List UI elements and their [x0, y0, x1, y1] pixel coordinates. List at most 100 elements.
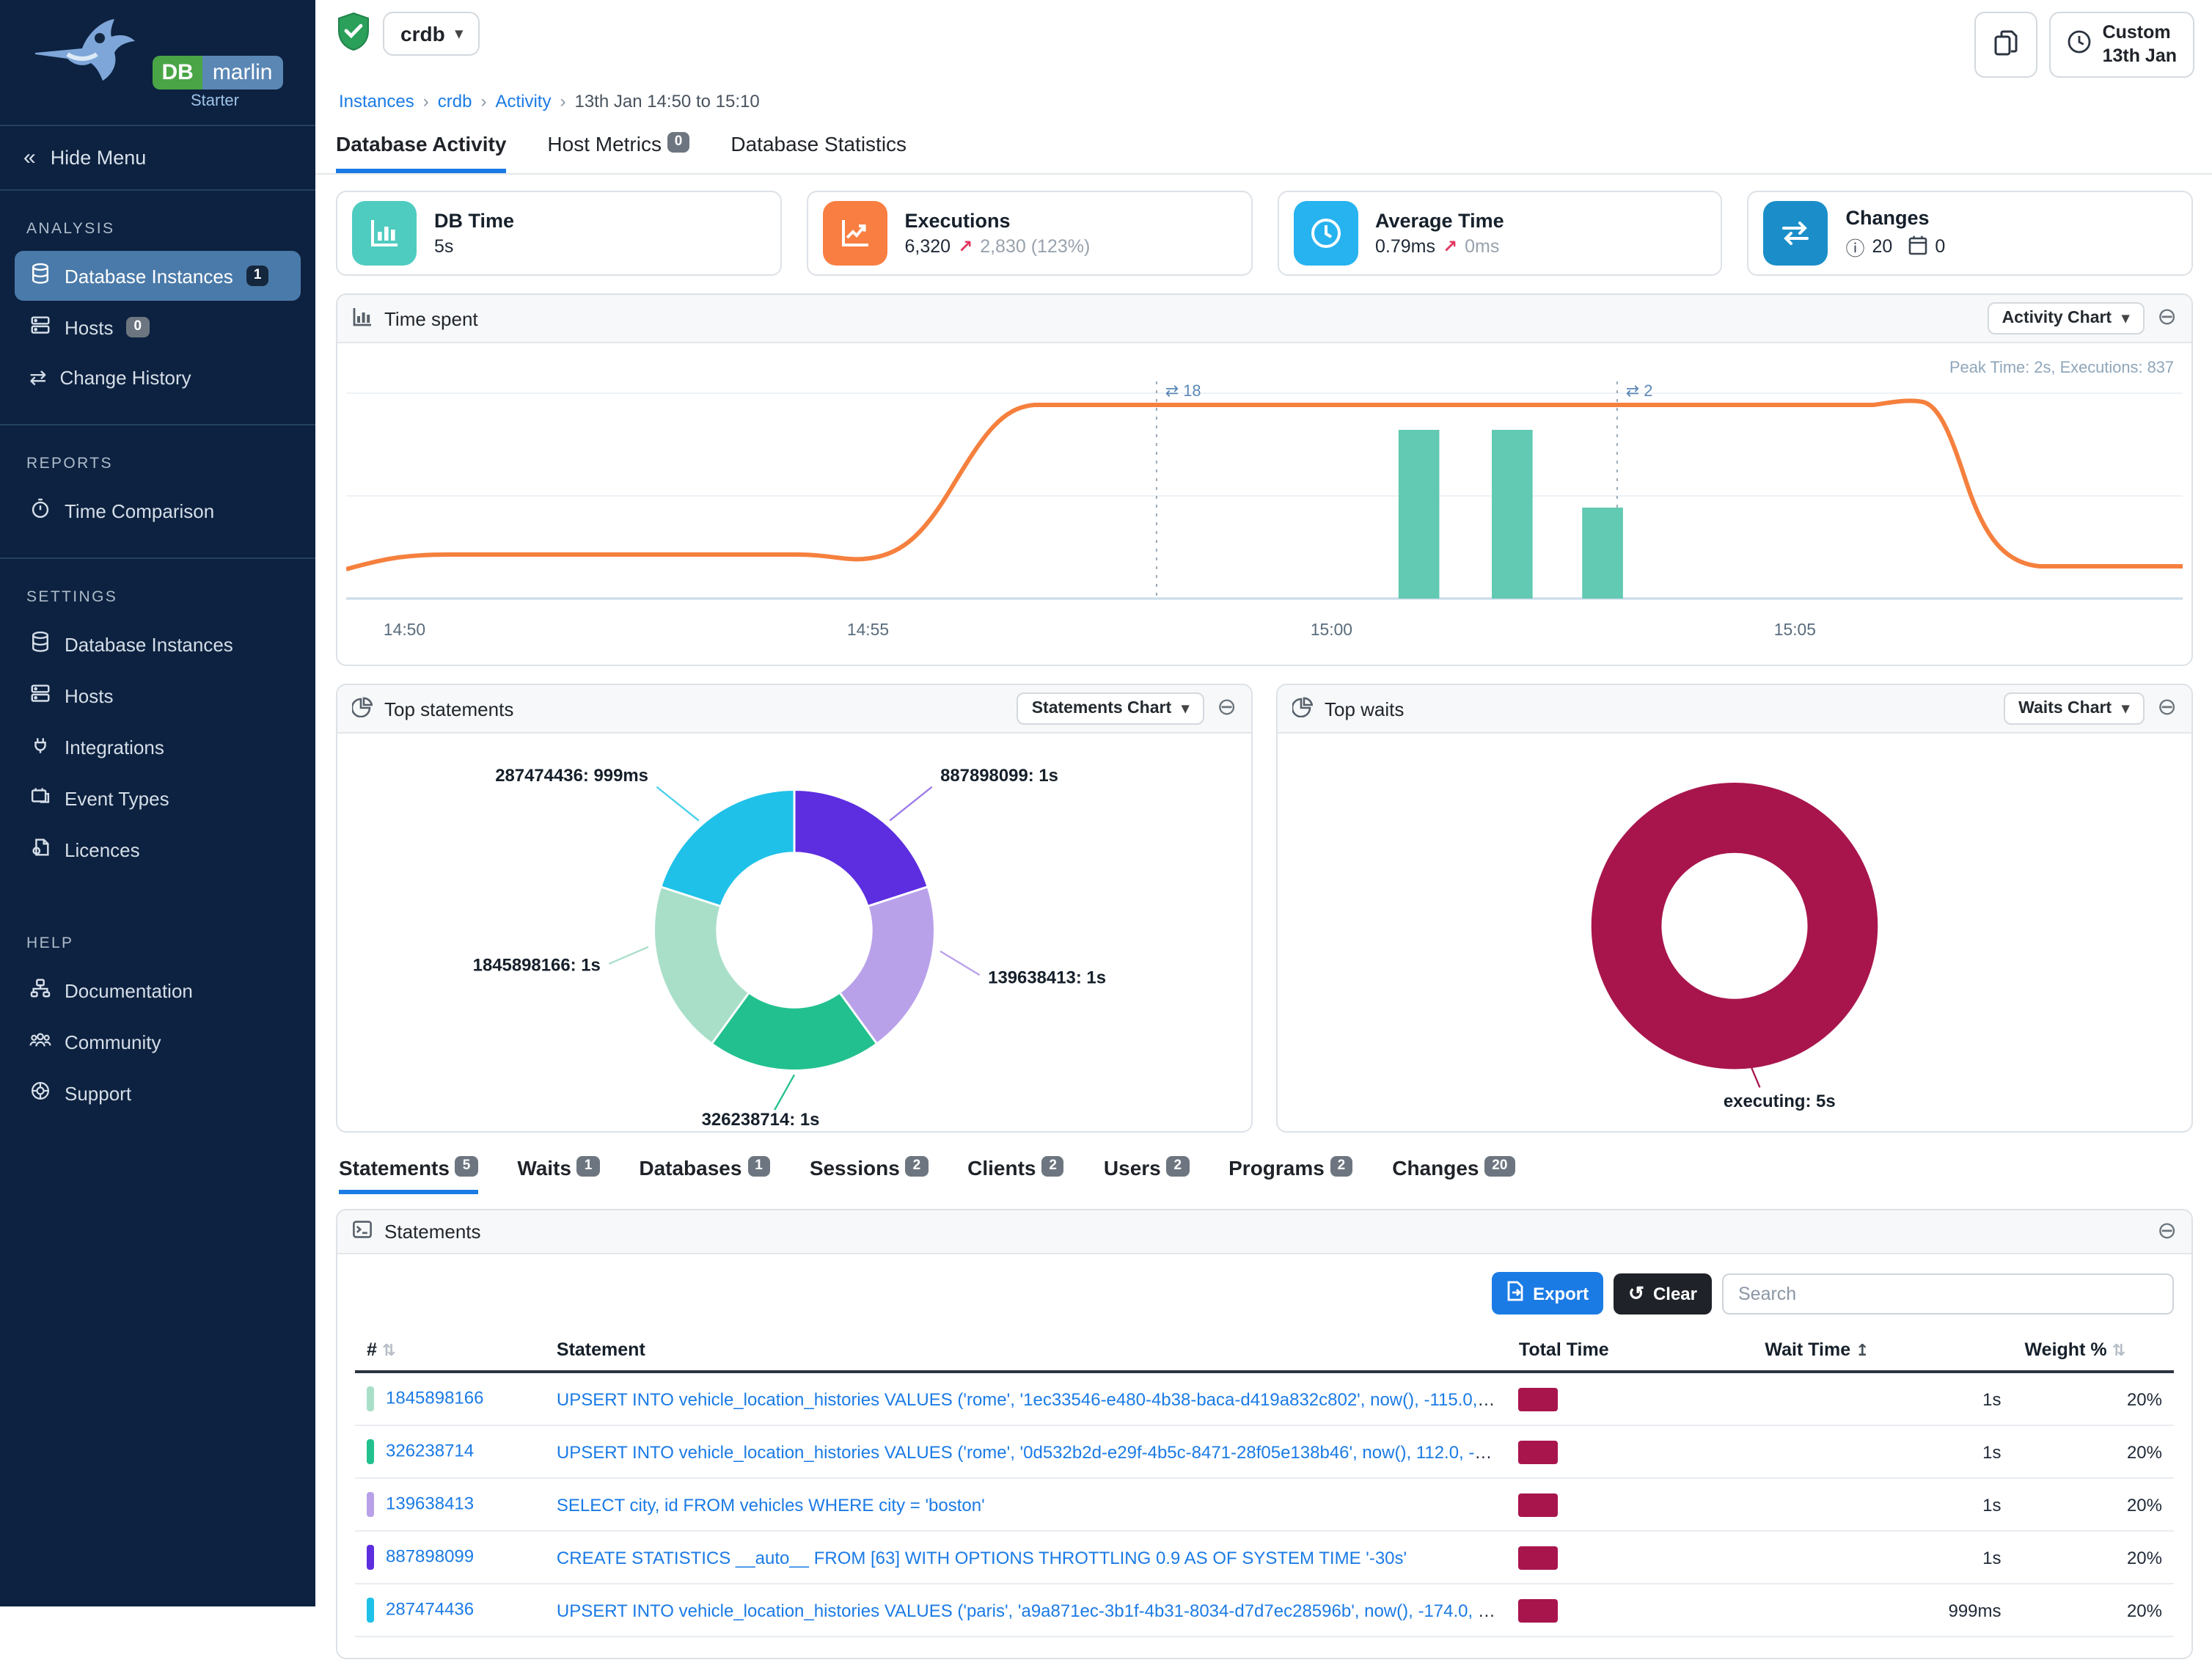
statement-link[interactable]: CREATE STATISTICS __auto__ FROM [63] WIT…	[556, 1547, 1407, 1568]
statement-id-link[interactable]: 326238714	[386, 1440, 475, 1461]
sidebar-item-integrations[interactable]: Integrations	[15, 722, 301, 772]
weight-value: 20%	[2013, 1531, 2174, 1585]
detail-tab-bar: Statements 5 Waits 1 Databases 1 Session…	[339, 1156, 2190, 1195]
col-header-wait-time[interactable]: Wait Time ↥	[1753, 1329, 2013, 1374]
col-header-total-time[interactable]: Total Time	[1506, 1329, 1754, 1374]
x-tick: 15:00	[1311, 620, 1352, 639]
export-button[interactable]: Export	[1492, 1272, 1604, 1315]
database-icon	[29, 263, 51, 289]
total-time-bar	[1518, 1546, 1559, 1570]
collapse-panel-icon[interactable]: ⊖	[2157, 1218, 2177, 1244]
collapse-panel-icon[interactable]: ⊖	[2157, 695, 2177, 721]
series-color-chip	[367, 1492, 374, 1518]
top-statements-donut[interactable]: 887898099: 1s 287474436: 999ms 139638413…	[337, 734, 1251, 1132]
range-line2: 13th Jan	[2102, 45, 2177, 66]
statements-list-icon	[352, 1220, 373, 1245]
statement-link[interactable]: UPSERT INTO vehicle_location_histories V…	[556, 1600, 1507, 1621]
chevron-down-icon: ▾	[2122, 701, 2130, 717]
tab-users[interactable]: Users 2	[1104, 1156, 1190, 1195]
tab-sessions[interactable]: Sessions 2	[810, 1156, 929, 1195]
sidebar-section-help: HELP Documentation Community Support	[0, 905, 315, 1128]
pie-chart-icon	[351, 696, 373, 722]
breadcrumb-crdb[interactable]: crdb	[437, 91, 472, 112]
statement-id-link[interactable]: 1845898166	[386, 1387, 484, 1408]
hide-menu-button[interactable]: « Hide Menu	[23, 145, 147, 170]
sidebar-item-settings-database-instances[interactable]: Database Instances	[15, 619, 301, 669]
breadcrumb-separator: ›	[422, 91, 429, 112]
sidebar-item-community[interactable]: Community	[15, 1017, 301, 1067]
sidebar-section-analysis: ANALYSIS Database Instances 1 Hosts 0 ⇄ …	[0, 191, 315, 412]
slice-executing	[1591, 783, 1878, 1070]
table-row: 139638413 SELECT city, id FROM vehicles …	[355, 1478, 2174, 1532]
tab-statements[interactable]: Statements 5	[339, 1156, 478, 1195]
sidebar-item-support[interactable]: Support	[15, 1068, 301, 1118]
total-time-bar	[1518, 1440, 1559, 1464]
top-statements-header: Top statements Statements Chart ▾ ⊖	[337, 685, 1251, 734]
tab-database-activity[interactable]: Database Activity	[336, 133, 507, 174]
statements-chart-dropdown[interactable]: Statements Chart ▾	[1017, 692, 1204, 725]
database-icon	[29, 631, 51, 657]
panel-title-text: Top waits	[1325, 698, 1405, 720]
divider	[0, 125, 315, 126]
tab-clients[interactable]: Clients 2	[967, 1156, 1064, 1195]
statement-link[interactable]: UPSERT INTO vehicle_location_histories V…	[556, 1441, 1505, 1463]
plug-icon	[29, 734, 51, 760]
sidebar-item-hosts[interactable]: Hosts 0	[15, 302, 301, 352]
sidebar-item-documentation[interactable]: Documentation	[15, 965, 301, 1015]
count-badge: 2	[1041, 1156, 1064, 1177]
count-badge: 20	[1484, 1156, 1515, 1177]
divider	[0, 557, 315, 559]
panel-title-text: Top statements	[384, 698, 514, 720]
donut-label: 287474436: 999ms	[495, 767, 648, 786]
statement-link[interactable]: SELECT city, id FROM vehicles WHERE city…	[556, 1494, 985, 1515]
count-badge: 0	[667, 132, 690, 153]
time-range-button[interactable]: Custom 13th Jan	[2049, 12, 2194, 78]
sidebar: DB marlin Starter « Hide Menu ANALYSIS D…	[0, 0, 315, 1606]
breadcrumb-activity[interactable]: Activity	[495, 91, 552, 112]
tab-database-statistics[interactable]: Database Statistics	[730, 132, 907, 156]
brand-logo: DB marlin Starter	[0, 0, 315, 125]
activity-chart-dropdown[interactable]: Activity Chart ▾	[1987, 302, 2145, 335]
sidebar-item-change-history[interactable]: ⇄ Change History	[29, 365, 191, 389]
statement-link[interactable]: UPSERT INTO vehicle_location_histories V…	[556, 1389, 1507, 1410]
sidebar-item-database-instances[interactable]: Database Instances 1	[15, 251, 301, 301]
tab-waits[interactable]: Waits 1	[517, 1156, 600, 1195]
collapse-panel-icon[interactable]: ⊖	[2157, 305, 2177, 331]
sidebar-item-time-comparison[interactable]: Time Comparison	[15, 486, 301, 535]
count-badge: 1	[246, 266, 269, 286]
time-spent-chart[interactable]: Peak Time: 2s, Executions: 837 ⇄ 18 ⇄ 2	[337, 344, 2191, 665]
col-header-num[interactable]: # ⇅	[355, 1329, 545, 1374]
clear-button[interactable]: ↺ Clear	[1614, 1273, 1712, 1315]
slice-887898099	[793, 789, 929, 908]
tab-databases[interactable]: Databases 1	[639, 1156, 770, 1195]
top-waits-donut[interactable]: executing: 5s	[1278, 734, 2191, 1132]
statement-id-link[interactable]: 887898099	[386, 1546, 475, 1567]
col-header-weight[interactable]: Weight % ⇅	[2013, 1329, 2174, 1374]
sidebar-item-event-types[interactable]: Event Types	[15, 773, 301, 823]
divider	[0, 424, 315, 425]
instance-selector-button[interactable]: crdb ▾	[383, 12, 480, 56]
search-input[interactable]	[1722, 1273, 2174, 1315]
waits-chart-dropdown[interactable]: Waits Chart ▾	[2004, 692, 2145, 725]
sidebar-item-licences[interactable]: Licences	[15, 824, 301, 874]
statement-id-link[interactable]: 139638413	[386, 1493, 475, 1514]
kpi-title: Average Time	[1375, 210, 1504, 233]
sidebar-item-settings-hosts[interactable]: Hosts	[15, 670, 301, 720]
plan-label: Starter	[190, 92, 239, 110]
copy-link-button[interactable]	[1974, 12, 2038, 78]
brand-marlin: marlin	[202, 56, 283, 89]
x-tick: 14:55	[847, 620, 889, 639]
swap-arrows-icon	[1763, 201, 1828, 266]
col-header-statement[interactable]: Statement	[544, 1329, 1507, 1374]
kpi-average-time: Average Time 0.79ms ↗ 0ms	[1277, 191, 1723, 277]
breadcrumb-instances[interactable]: Instances	[339, 91, 414, 112]
statement-id-link[interactable]: 287474436	[386, 1598, 475, 1620]
tab-changes[interactable]: Changes 20	[1392, 1156, 1515, 1195]
chevron-down-icon: ▾	[2122, 310, 2130, 327]
tab-programs[interactable]: Programs 2	[1228, 1156, 1353, 1195]
main-tab-bar: Database Activity Host Metrics 0 Databas…	[315, 115, 2212, 175]
swap-arrows-icon: ⇄	[1626, 381, 1639, 400]
collapse-panel-icon[interactable]: ⊖	[1217, 695, 1237, 721]
tab-host-metrics[interactable]: Host Metrics 0	[547, 132, 690, 174]
total-time-bar	[1518, 1598, 1559, 1623]
